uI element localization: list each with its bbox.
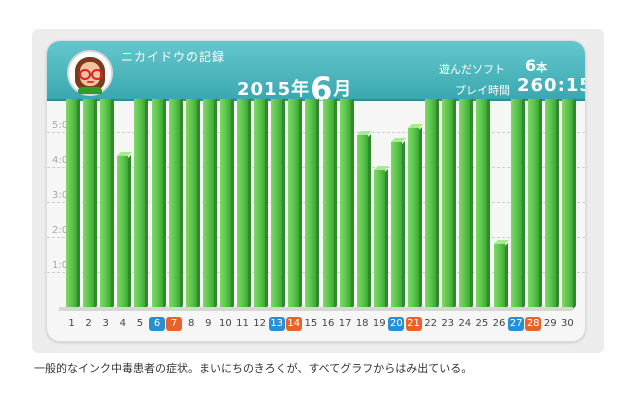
x-axis-day-label: 15 bbox=[304, 318, 318, 329]
bar-day-20 bbox=[390, 138, 406, 307]
bar-day-30 bbox=[561, 99, 573, 307]
bar-day-1 bbox=[66, 99, 77, 307]
x-axis-day-label: 22 bbox=[424, 318, 437, 329]
y-axis-label: 5:00 bbox=[52, 120, 75, 131]
x-axis-day-label: 23 bbox=[441, 318, 455, 329]
bar-day-23 bbox=[442, 99, 454, 307]
month-suffix: 月 bbox=[333, 79, 353, 100]
year-label: 2015年 bbox=[237, 79, 311, 100]
bar-day-8 bbox=[185, 99, 197, 307]
x-axis-day-label: 30 bbox=[561, 318, 574, 329]
x-axis-day-label: 18 bbox=[355, 318, 369, 329]
x-axis-day-label: 28 bbox=[525, 317, 542, 331]
x-axis-day-label: 24 bbox=[458, 318, 472, 329]
bar-day-6 bbox=[151, 99, 163, 307]
bar-top bbox=[373, 166, 389, 170]
avatar-shirt bbox=[78, 87, 102, 94]
bar-day-12 bbox=[254, 99, 266, 307]
y-axis-label: 4:00 bbox=[52, 155, 75, 166]
bar-day-28 bbox=[527, 99, 539, 307]
y-axis-label: 3:00 bbox=[52, 190, 75, 201]
bar-day-25 bbox=[476, 99, 488, 307]
bar-day-18 bbox=[356, 131, 372, 307]
games-unit: 本 bbox=[536, 61, 548, 74]
x-axis-day-label: 13 bbox=[268, 317, 285, 331]
x-axis-day-label: 4 bbox=[119, 318, 126, 329]
y-axis-label: 2:00 bbox=[52, 225, 75, 236]
bar-day-15 bbox=[305, 99, 317, 307]
avatar-glasses-right bbox=[91, 69, 103, 80]
bar-day-22 bbox=[425, 99, 437, 307]
x-axis-day-label: 29 bbox=[543, 318, 557, 329]
bar-day-14 bbox=[288, 99, 300, 307]
x-axis-day-label: 3 bbox=[102, 318, 109, 329]
bar-top bbox=[356, 131, 372, 135]
owner-title: ニカイドウの記録 bbox=[121, 50, 226, 64]
x-axis-day-label: 6 bbox=[149, 317, 165, 331]
x-axis-day-label: 2 bbox=[85, 318, 92, 329]
bar-top bbox=[493, 240, 509, 244]
x-axis-day-label: 1 bbox=[68, 318, 75, 329]
bar-top bbox=[117, 152, 133, 156]
x-axis-day-label: 9 bbox=[205, 318, 212, 329]
x-axis-day-label: 26 bbox=[492, 318, 506, 329]
bar-day-3 bbox=[100, 99, 112, 307]
games-count: 6 bbox=[525, 56, 537, 75]
x-axis-day-label: 8 bbox=[188, 318, 195, 329]
bar-top bbox=[390, 138, 406, 142]
bar-day-29 bbox=[544, 99, 556, 307]
bar-day-17 bbox=[339, 99, 351, 307]
bar-day-21 bbox=[408, 124, 423, 307]
avatar-mouth bbox=[87, 81, 94, 83]
y-axis-label: 1:00 bbox=[52, 260, 75, 271]
bar-day-26 bbox=[493, 240, 509, 307]
bar-day-5 bbox=[134, 99, 146, 307]
x-axis-day-label: 14 bbox=[285, 317, 302, 331]
x-axis-day-label: 12 bbox=[253, 318, 266, 329]
bar-day-19 bbox=[373, 166, 389, 307]
x-axis-day-label: 25 bbox=[475, 318, 489, 329]
x-axis-day-label: 7 bbox=[166, 317, 183, 331]
x-axis-day-label: 19 bbox=[372, 318, 386, 329]
chart-floor bbox=[59, 307, 573, 311]
bar-day-16 bbox=[322, 99, 334, 307]
x-axis-day-label: 10 bbox=[219, 318, 232, 329]
playtime-value: 260:15 bbox=[517, 75, 586, 96]
header-bar: ニカイドウの記録 2015年6月 遊んだソフト 6本 プレイ時間 260:15 bbox=[47, 41, 586, 108]
bar-day-4 bbox=[117, 152, 133, 307]
avatar-glasses-left bbox=[79, 69, 91, 80]
activity-log-panel: ニカイドウの記録 2015年6月 遊んだソフト 6本 プレイ時間 260:15 … bbox=[46, 40, 586, 342]
bar-day-2 bbox=[83, 99, 95, 307]
caption-text: 一般的なインク中毒患者の症状。まいにちのきろくが、すべてグラフからはみ出ている。 bbox=[34, 362, 473, 375]
bar-day-9 bbox=[202, 99, 214, 307]
x-axis-day-label: 21 bbox=[405, 317, 422, 331]
bar-day-27 bbox=[510, 99, 522, 307]
mii-avatar bbox=[67, 50, 113, 96]
period-title: 2015年6月 bbox=[237, 65, 353, 108]
playtime-label: プレイ時間 bbox=[455, 84, 510, 97]
x-axis-day-label: 11 bbox=[236, 318, 249, 329]
bar-day-13 bbox=[271, 99, 283, 307]
x-axis-day-label: 20 bbox=[388, 317, 405, 331]
x-axis-day-label: 16 bbox=[321, 318, 335, 329]
x-axis-day-label: 5 bbox=[136, 318, 144, 329]
bar-day-11 bbox=[237, 99, 248, 307]
bar-day-10 bbox=[219, 99, 231, 307]
x-axis-day-label: 27 bbox=[508, 317, 525, 331]
x-axis-day-label: 17 bbox=[338, 318, 352, 329]
games-played-value: 6本 bbox=[525, 56, 547, 75]
games-played-label: 遊んだソフト bbox=[439, 63, 505, 76]
bar-top bbox=[408, 124, 423, 128]
bar-day-7 bbox=[168, 99, 180, 307]
bar-day-24 bbox=[459, 99, 471, 307]
